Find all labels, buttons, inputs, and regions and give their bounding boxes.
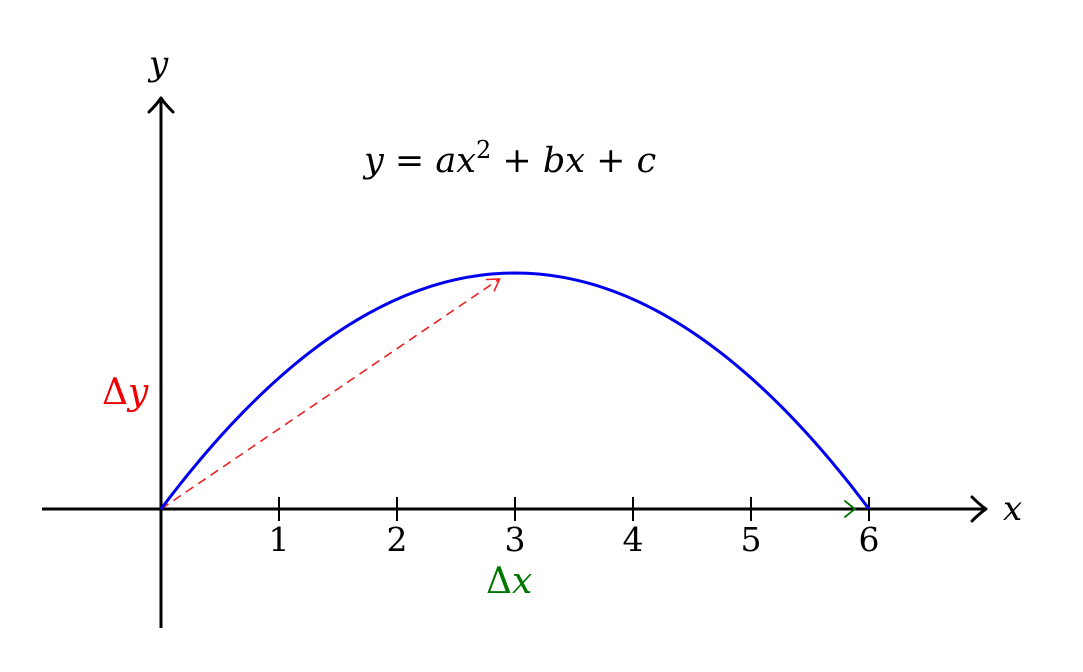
equation-plus2: +	[585, 141, 637, 181]
equation-a: a	[435, 141, 456, 181]
y-axis-arrowhead	[147, 96, 175, 114]
x-tick-label-5: 5	[741, 520, 762, 559]
delta-vector-arrowhead	[485, 278, 501, 292]
x-tick-label-1: 1	[269, 520, 290, 559]
delta-x-var: x	[512, 561, 532, 602]
x-ticks: 1 2 3 4 5 6	[269, 497, 880, 559]
x-tick-label-2: 2	[387, 520, 408, 559]
equation-x2: x	[565, 141, 585, 181]
equation-equals: =	[384, 141, 436, 181]
delta-vector	[160, 278, 501, 510]
delta-y-label: Δy	[102, 372, 149, 413]
y-axis-label: y	[147, 44, 169, 84]
x-tick-label-3: 3	[505, 520, 526, 559]
x-tick-label-6: 6	[859, 520, 880, 559]
equation-lhs: y	[362, 141, 385, 181]
curve-equation: y = ax2 + bx + c	[362, 136, 656, 181]
equation-plus1: +	[491, 141, 543, 181]
x-tick-label-4: 4	[623, 520, 644, 559]
delta-y-var: y	[126, 372, 149, 413]
delta-y-symbol: Δ	[102, 372, 128, 413]
x-axis-label: x	[1003, 489, 1022, 529]
equation-b: b	[543, 141, 565, 181]
equation-c: c	[637, 141, 657, 181]
parabola-curve	[159, 271, 871, 510]
equation-x1: x	[456, 141, 476, 181]
delta-x-label: Δx	[486, 561, 532, 602]
delta-x-symbol: Δ	[486, 561, 512, 602]
delta-x-arrowhead	[844, 500, 856, 518]
equation-exponent: 2	[476, 136, 491, 164]
x-axis-arrowhead	[970, 495, 988, 523]
